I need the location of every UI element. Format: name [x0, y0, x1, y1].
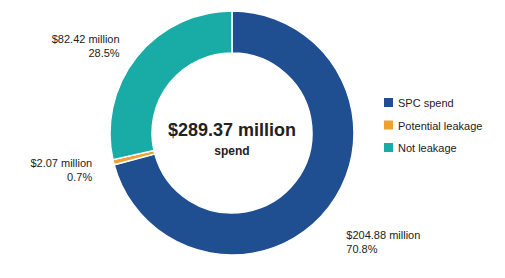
value-label: 0.7%	[67, 171, 92, 183]
chart: $289.37 million spend $204.88 million 70.8%…	[0, 0, 505, 278]
value-label: 28.5%	[88, 47, 119, 59]
amount-label: $2.07 million	[30, 157, 92, 169]
legend-swatch	[384, 98, 393, 107]
data-label: $204.88 million 70.8%	[346, 229, 420, 255]
legend-label: Potential leakage	[398, 120, 482, 132]
center-sublabel: spend	[214, 144, 249, 158]
slices	[110, 11, 354, 255]
amount-label: $82.42 million	[52, 33, 120, 45]
center-label: $289.37 million	[168, 120, 296, 140]
legend-label: Not leakage	[398, 142, 457, 154]
legend-swatch	[384, 121, 393, 130]
legend-swatch	[384, 143, 393, 152]
data-label: $82.42 million 28.5%	[52, 33, 120, 59]
legend: SPC spend Potential leakage Not leakage	[384, 97, 482, 154]
legend-label: SPC spend	[398, 97, 454, 109]
amount-label: $204.88 million	[346, 229, 420, 241]
data-label: $2.07 million 0.7%	[30, 157, 92, 183]
value-label: 70.8%	[346, 243, 377, 255]
